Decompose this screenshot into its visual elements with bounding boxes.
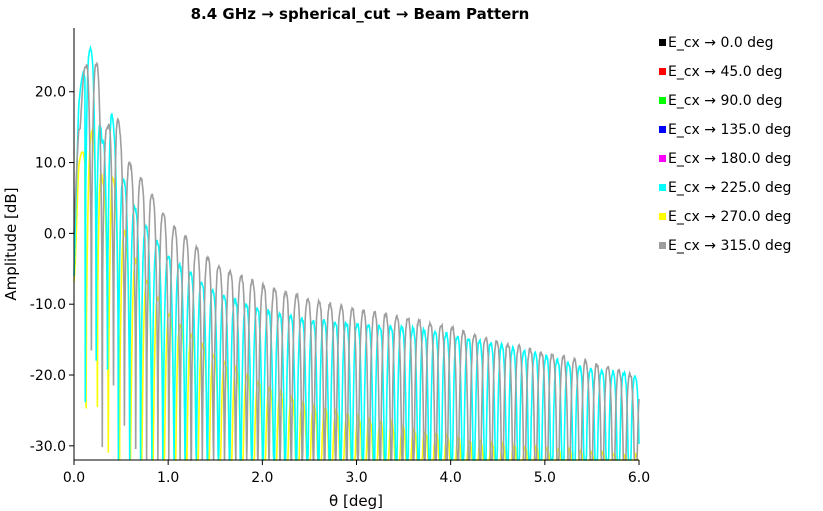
legend-swatch: [659, 184, 666, 191]
chart-title: 8.4 GHz → spherical_cut → Beam Pattern: [191, 5, 530, 23]
legend: E_cx → 0.0 deg E_cx → 45.0 deg E_cx → 90.0…: [659, 35, 791, 254]
legend-swatch: [659, 213, 666, 220]
legend-item: E_cx → 135.0 deg: [659, 122, 791, 138]
legend-item: E_cx → 90.0 deg: [659, 93, 782, 109]
legend-swatch: [659, 39, 666, 46]
x-tick-label: 0.0: [63, 470, 85, 486]
y-tick-label: -20.0: [30, 368, 66, 384]
legend-item: E_cx → 225.0 deg: [659, 180, 791, 196]
plot-area: [73, 28, 640, 461]
legend-swatch: [659, 97, 666, 104]
x-tick-label: 1.0: [157, 470, 179, 486]
x-tick-label: 5.0: [534, 470, 556, 486]
y-axis-ticks: -30.0 -20.0 -10.0 0.0 10.0 20.0: [30, 85, 74, 455]
x-tick-label: 4.0: [440, 470, 462, 486]
legend-label: E_cx → 135.0 deg: [668, 122, 791, 138]
legend-swatch: [659, 126, 666, 133]
y-tick-label: 20.0: [35, 85, 66, 101]
series-line: [73, 61, 640, 461]
legend-label: E_cx → 45.0 deg: [668, 64, 782, 80]
y-tick-label: -10.0: [30, 297, 66, 313]
legend-item: E_cx → 0.0 deg: [659, 35, 774, 51]
x-tick-label: 2.0: [251, 470, 273, 486]
legend-swatch: [659, 155, 666, 162]
legend-label: E_cx → 270.0 deg: [668, 209, 791, 225]
legend-label: E_cx → 0.0 deg: [668, 35, 774, 51]
y-tick-label: 0.0: [44, 226, 66, 242]
legend-label: E_cx → 180.0 deg: [668, 151, 791, 167]
x-tick-label: 6.0: [628, 470, 650, 486]
y-tick-label: 10.0: [35, 156, 66, 172]
legend-swatch: [659, 242, 666, 249]
x-axis-label: θ [deg]: [329, 492, 383, 510]
series-line: [73, 44, 640, 461]
x-tick-label: 3.0: [345, 470, 367, 486]
legend-item: E_cx → 45.0 deg: [659, 64, 782, 80]
y-axis-label: Amplitude [dB]: [2, 187, 20, 300]
x-axis-ticks: 0.0 1.0 2.0 3.0 4.0 5.0 6.0: [63, 460, 650, 486]
legend-swatch: [659, 68, 666, 75]
legend-item: E_cx → 315.0 deg: [659, 238, 791, 254]
y-tick-label: -30.0: [30, 439, 66, 455]
legend-item: E_cx → 270.0 deg: [659, 209, 791, 225]
legend-item: E_cx → 180.0 deg: [659, 151, 791, 167]
legend-label: E_cx → 315.0 deg: [668, 238, 791, 254]
legend-label: E_cx → 225.0 deg: [668, 180, 791, 196]
legend-label: E_cx → 90.0 deg: [668, 93, 782, 109]
